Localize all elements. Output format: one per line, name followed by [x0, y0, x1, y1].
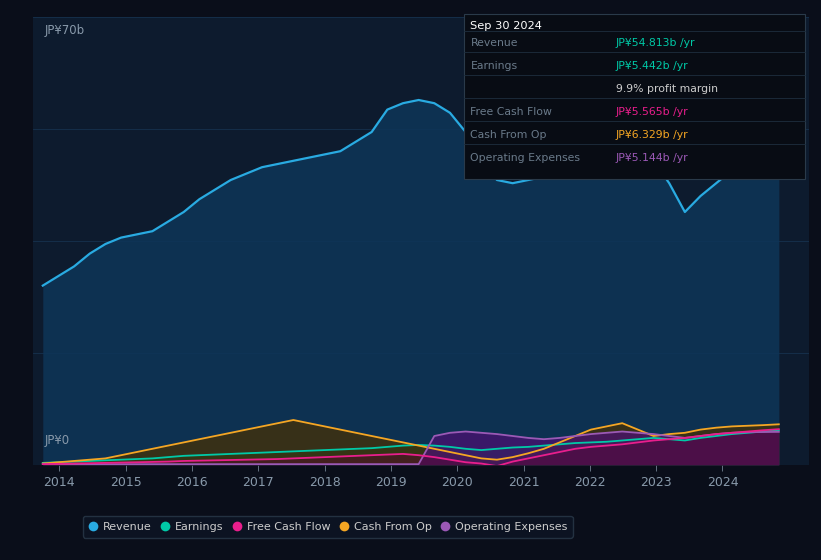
Text: JP¥5.442b /yr: JP¥5.442b /yr	[616, 61, 688, 71]
Text: Cash From Op: Cash From Op	[470, 130, 547, 140]
Legend: Revenue, Earnings, Free Cash Flow, Cash From Op, Operating Expenses: Revenue, Earnings, Free Cash Flow, Cash …	[83, 516, 573, 538]
Text: Free Cash Flow: Free Cash Flow	[470, 107, 553, 117]
Text: Operating Expenses: Operating Expenses	[470, 153, 580, 163]
Text: Sep 30 2024: Sep 30 2024	[470, 21, 543, 31]
Text: 9.9% profit margin: 9.9% profit margin	[616, 84, 718, 94]
Text: JP¥70b: JP¥70b	[44, 24, 85, 36]
Text: JP¥5.144b /yr: JP¥5.144b /yr	[616, 153, 688, 163]
Text: JP¥54.813b /yr: JP¥54.813b /yr	[616, 38, 695, 48]
Text: Earnings: Earnings	[470, 61, 517, 71]
Text: JP¥6.329b /yr: JP¥6.329b /yr	[616, 130, 688, 140]
Text: JP¥0: JP¥0	[44, 434, 70, 447]
Text: Revenue: Revenue	[470, 38, 518, 48]
Text: JP¥5.565b /yr: JP¥5.565b /yr	[616, 107, 688, 117]
